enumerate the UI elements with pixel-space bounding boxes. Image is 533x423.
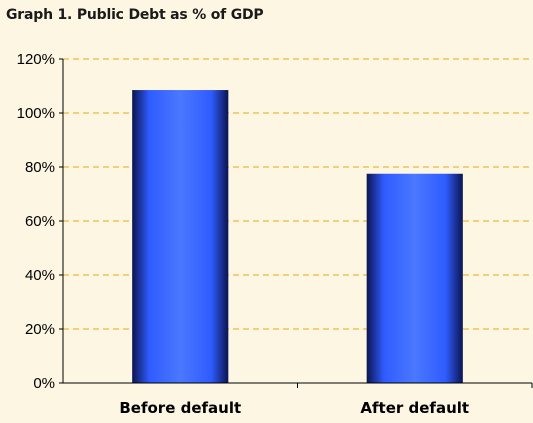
bars bbox=[132, 90, 463, 384]
bar-before-default bbox=[132, 90, 229, 384]
y-tick-label: 0% bbox=[33, 375, 55, 392]
axes bbox=[59, 58, 533, 388]
y-tick-label: 20% bbox=[25, 321, 55, 338]
y-tick-label: 100% bbox=[17, 105, 55, 122]
y-tick-label: 80% bbox=[25, 159, 55, 176]
y-tick-label: 60% bbox=[25, 213, 55, 230]
chart-title: Graph 1. Public Debt as % of GDP bbox=[6, 7, 264, 23]
bar-after-default bbox=[366, 173, 463, 383]
labels: 0% 20% 40% 60% 80% 100% 120% Before default Afte… bbox=[17, 51, 469, 417]
x-category-label: After default bbox=[360, 399, 469, 417]
y-tick-label: 40% bbox=[25, 267, 55, 284]
y-tick-label: 120% bbox=[17, 51, 55, 68]
x-category-label: Before default bbox=[119, 399, 241, 417]
